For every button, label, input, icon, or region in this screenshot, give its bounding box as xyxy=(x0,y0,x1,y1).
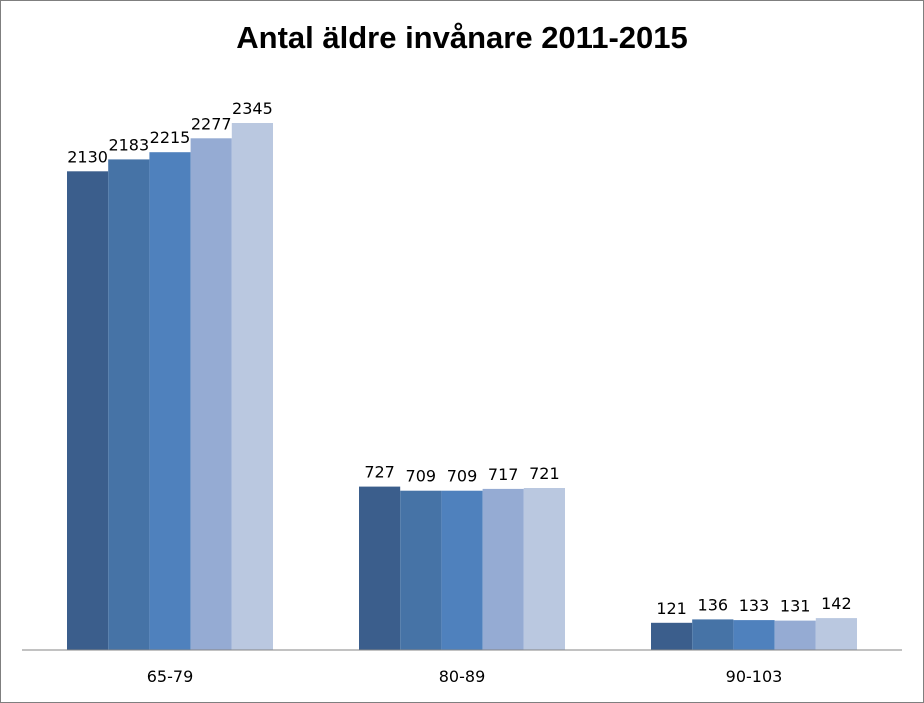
bar-90-103-series-1 xyxy=(651,622,693,650)
bar-80-89-series-2 xyxy=(400,490,442,650)
data-label-80-89-series-1: 727 xyxy=(364,463,395,482)
data-label-90-103-series-3: 133 xyxy=(739,596,770,615)
data-label-80-89-series-4: 717 xyxy=(488,465,519,484)
chart-title: Antal äldre invånare 2011-2015 xyxy=(236,20,688,55)
data-label-65-79-series-2: 2183 xyxy=(108,135,149,154)
x-tick-label-90-103: 90-103 xyxy=(726,667,783,686)
data-label-65-79-series-4: 2277 xyxy=(191,114,232,133)
x-tick-label-80-89: 80-89 xyxy=(439,667,486,686)
data-label-65-79-series-5: 2345 xyxy=(232,99,273,118)
data-label-80-89-series-3: 709 xyxy=(447,467,478,486)
data-label-90-103-series-5: 142 xyxy=(821,594,852,613)
bar-90-103-series-2 xyxy=(692,619,734,650)
bar-65-79-series-4 xyxy=(190,138,232,651)
bar-80-89-series-3 xyxy=(441,490,483,650)
data-label-65-79-series-1: 2130 xyxy=(67,147,108,166)
bar-65-79-series-1 xyxy=(67,171,109,651)
bar-65-79-series-3 xyxy=(149,152,191,650)
data-label-90-103-series-1: 121 xyxy=(656,599,687,618)
data-label-90-103-series-4: 131 xyxy=(780,597,811,616)
bar-90-103-series-3 xyxy=(733,620,775,650)
bar-80-89-series-1 xyxy=(359,486,401,650)
data-label-65-79-series-3: 2215 xyxy=(150,128,191,147)
bar-80-89-series-5 xyxy=(523,488,565,650)
bar-90-103-series-5 xyxy=(815,618,857,650)
data-label-80-89-series-2: 709 xyxy=(406,467,437,486)
bar-65-79-series-5 xyxy=(231,123,273,650)
bar-80-89-series-4 xyxy=(482,488,524,650)
x-tick-label-65-79: 65-79 xyxy=(147,667,194,686)
data-label-90-103-series-2: 136 xyxy=(698,595,729,614)
bar-65-79-series-2 xyxy=(108,159,150,650)
bars-layer xyxy=(67,123,857,651)
data-label-80-89-series-5: 721 xyxy=(529,464,560,483)
bar-90-103-series-4 xyxy=(774,620,816,650)
